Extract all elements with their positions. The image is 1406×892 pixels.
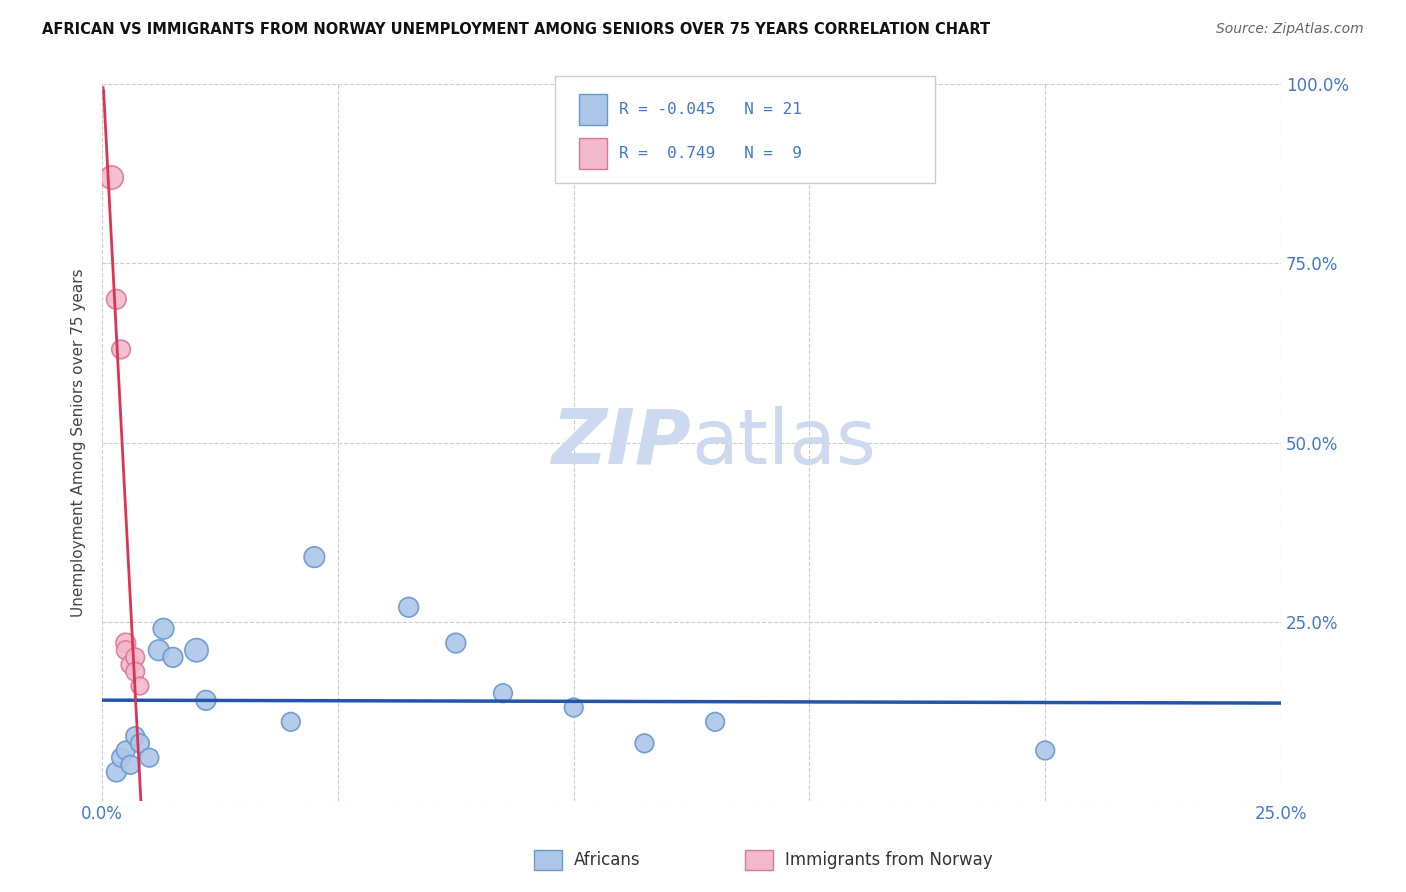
Point <box>110 750 132 764</box>
Text: R = -0.045   N = 21: R = -0.045 N = 21 <box>619 102 801 117</box>
Point <box>124 665 146 679</box>
Point <box>704 714 727 729</box>
Point <box>100 170 122 185</box>
Point <box>148 643 170 657</box>
Point <box>120 757 142 772</box>
Point <box>120 657 142 672</box>
Text: Africans: Africans <box>574 851 640 869</box>
Point <box>280 714 302 729</box>
Point <box>1033 743 1056 757</box>
Point <box>152 622 174 636</box>
Text: Immigrants from Norway: Immigrants from Norway <box>785 851 993 869</box>
Point <box>124 729 146 743</box>
Point <box>194 693 217 707</box>
Point <box>304 550 326 565</box>
Text: ZIP: ZIP <box>551 406 692 480</box>
Text: Source: ZipAtlas.com: Source: ZipAtlas.com <box>1216 22 1364 37</box>
Point <box>129 736 152 750</box>
Point <box>114 636 136 650</box>
Point <box>138 750 160 764</box>
Point <box>562 700 585 714</box>
Text: R =  0.749   N =  9: R = 0.749 N = 9 <box>619 146 801 161</box>
Point <box>105 764 128 779</box>
Point <box>162 650 184 665</box>
Point <box>633 736 655 750</box>
Point <box>114 643 136 657</box>
Point <box>114 743 136 757</box>
Text: atlas: atlas <box>692 406 876 480</box>
Point <box>129 679 152 693</box>
Point <box>444 636 467 650</box>
Point <box>124 650 146 665</box>
Point <box>105 293 128 307</box>
Y-axis label: Unemployment Among Seniors over 75 years: Unemployment Among Seniors over 75 years <box>72 268 86 617</box>
Point <box>492 686 515 700</box>
Point <box>186 643 208 657</box>
Point <box>398 600 420 615</box>
Text: AFRICAN VS IMMIGRANTS FROM NORWAY UNEMPLOYMENT AMONG SENIORS OVER 75 YEARS CORRE: AFRICAN VS IMMIGRANTS FROM NORWAY UNEMPL… <box>42 22 990 37</box>
Point <box>110 343 132 357</box>
